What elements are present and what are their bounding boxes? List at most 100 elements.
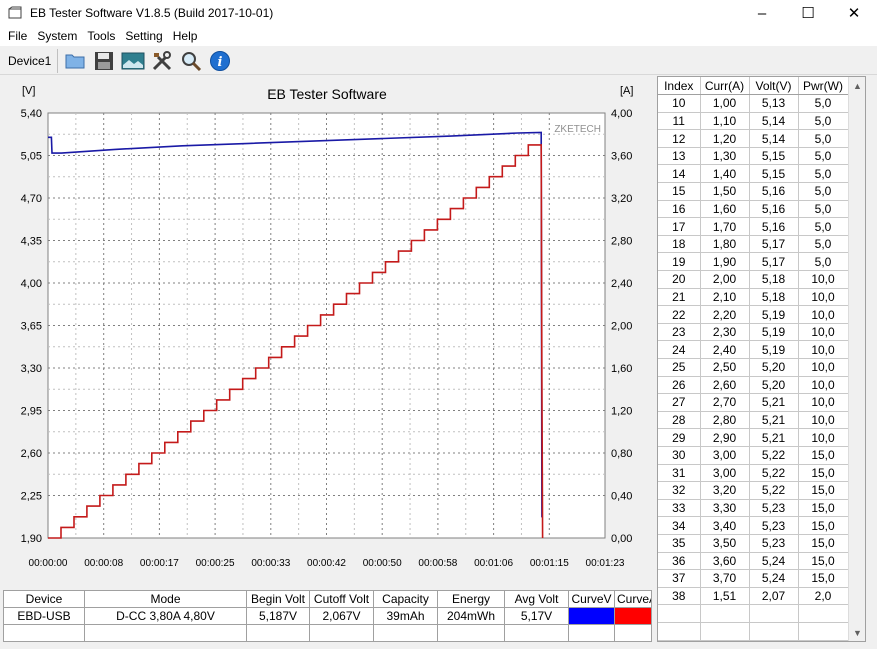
table-row[interactable]: 20 2,00 5,18 10,0 — [658, 270, 849, 289]
curve-v-swatch[interactable] — [568, 607, 615, 625]
table-row[interactable]: 22 2,20 5,19 10,0 — [658, 305, 849, 324]
table-cell: 5,17 — [749, 252, 799, 272]
table-cell: 2,0 — [798, 587, 849, 606]
table-row[interactable]: 29 2,90 5,21 10,0 — [658, 428, 849, 447]
table-cell: 5,0 — [798, 94, 849, 113]
zoom-button[interactable] — [178, 48, 204, 74]
scroll-up-arrow[interactable]: ▲ — [853, 80, 862, 91]
open-button[interactable] — [62, 48, 88, 74]
table-row[interactable]: 31 3,00 5,22 15,0 — [658, 464, 849, 483]
table-row[interactable]: 10 1,00 5,13 5,0 — [658, 94, 849, 113]
table-cell: 29 — [658, 428, 701, 447]
left-tick-label: 4,70 — [21, 193, 42, 205]
tools-icon — [153, 50, 172, 70]
x-tick-label: 00:00:08 — [84, 558, 123, 569]
x-tick-label: 00:00:25 — [196, 558, 235, 569]
tools-button[interactable] — [149, 48, 175, 74]
table-row[interactable]: 26 2,60 5,20 10,0 — [658, 376, 849, 395]
table-row[interactable]: 18 1,80 5,17 5,0 — [658, 235, 849, 254]
table-row[interactable]: 17 1,70 5,16 5,0 — [658, 217, 849, 236]
table-row[interactable]: 28 2,80 5,21 10,0 — [658, 411, 849, 430]
table-cell: 5,0 — [798, 129, 849, 148]
table-cell: 1,10 — [700, 112, 750, 131]
table-cell: 3,40 — [700, 516, 750, 535]
maximize-button[interactable]: ☐ — [801, 5, 815, 22]
table-row[interactable]: 38 1,51 2,07 2,0 — [658, 587, 849, 606]
table-cell: 13 — [658, 147, 701, 166]
summary-row[interactable]: EBD-USB D-CC 3,80A 4,80V 5,187V 2,067V 3… — [3, 607, 652, 625]
vertical-scrollbar[interactable]: ▲ ▼ — [848, 77, 865, 641]
x-tick-label: 00:00:42 — [307, 558, 346, 569]
menu-system[interactable]: System — [37, 29, 78, 43]
summary-cell: 204mWh — [437, 607, 505, 625]
minimize-button[interactable]: – — [757, 4, 767, 22]
table-row[interactable]: 33 3,30 5,23 15,0 — [658, 499, 849, 518]
table-row[interactable]: 21 2,10 5,18 10,0 — [658, 288, 849, 307]
grid-header-index[interactable]: Index — [658, 77, 701, 96]
table-cell: 12 — [658, 129, 701, 148]
table-cell: 10,0 — [798, 393, 849, 412]
x-tick-label: 00:00:58 — [418, 558, 457, 569]
summary-header-row: Device Mode Begin Volt Cutoff Volt Capac… — [3, 590, 652, 608]
table-row[interactable]: 24 2,40 5,19 10,0 — [658, 340, 849, 359]
table-row[interactable]: 25 2,50 5,20 10,0 — [658, 358, 849, 377]
table-row[interactable]: 12 1,20 5,14 5,0 — [658, 129, 849, 148]
table-cell: 15,0 — [798, 552, 849, 571]
chart-area: [V] [A] EB Tester Software 5,40 4,00 5,05 3… — [0, 76, 653, 588]
left-tick-label: 1,90 — [21, 533, 42, 545]
table-row[interactable]: 16 1,60 5,16 5,0 — [658, 200, 849, 219]
menu-setting[interactable]: Setting — [125, 29, 163, 43]
table-row[interactable]: 35 3,50 5,23 15,0 — [658, 534, 849, 553]
table-row[interactable]: 34 3,40 5,23 15,0 — [658, 516, 849, 535]
table-row[interactable]: 27 2,70 5,21 10,0 — [658, 393, 849, 412]
table-cell: 5,18 — [749, 270, 799, 289]
table-cell: 5,22 — [749, 481, 799, 500]
table-row[interactable]: 30 3,00 5,22 15,0 — [658, 446, 849, 465]
device-tab[interactable]: Device1 — [8, 53, 52, 68]
data-grid: Index Curr(A) Volt(V) Pwr(W) 10 1,00 5,13 5… — [658, 77, 849, 641]
table-cell: 3,20 — [700, 481, 750, 500]
table-cell: 31 — [658, 464, 701, 483]
grid-header-current[interactable]: Curr(A) — [700, 77, 750, 96]
save-button[interactable] — [91, 48, 117, 74]
x-tick-label: 00:00:00 — [29, 558, 68, 569]
screenshot-button[interactable] — [120, 48, 146, 74]
table-row[interactable]: 36 3,60 5,24 15,0 — [658, 552, 849, 571]
table-cell: 5,13 — [749, 94, 799, 113]
table-cell: 25 — [658, 358, 701, 377]
menu-file[interactable]: File — [8, 29, 28, 43]
summary-cell: 39mAh — [373, 607, 438, 625]
summary-header: Energy — [437, 590, 505, 608]
current-series-line — [48, 144, 544, 539]
folder-icon — [65, 54, 85, 68]
table-cell: 5,24 — [749, 569, 799, 588]
table-row[interactable]: 11 1,10 5,14 5,0 — [658, 112, 849, 131]
table-cell: 5,20 — [749, 376, 799, 395]
table-row[interactable]: 14 1,40 5,15 5,0 — [658, 164, 849, 184]
left-tick-label: 2,60 — [21, 448, 42, 460]
close-button[interactable]: ✕ — [847, 5, 861, 22]
grid-header-voltage[interactable]: Volt(V) — [749, 77, 799, 96]
table-cell: 10,0 — [798, 270, 849, 289]
table-row[interactable]: 15 1,50 5,16 5,0 — [658, 182, 849, 201]
table-cell: 5,23 — [749, 516, 799, 535]
toolbar-separator — [57, 48, 59, 73]
x-tick-label: 00:00:17 — [140, 558, 179, 569]
image-icon — [121, 52, 145, 69]
scroll-down-arrow[interactable]: ▼ — [853, 627, 862, 638]
grid-header-power[interactable]: Pwr(W) — [798, 77, 849, 96]
table-cell: 5,15 — [749, 147, 799, 166]
left-tick-label: 2,25 — [21, 491, 42, 503]
table-row[interactable]: 13 1,30 5,15 5,0 — [658, 147, 849, 166]
table-row[interactable]: 19 1,90 5,17 5,0 — [658, 252, 849, 272]
about-button[interactable]: i — [207, 48, 233, 74]
left-tick-label: 4,35 — [21, 236, 42, 248]
curve-a-swatch[interactable] — [614, 607, 652, 625]
menu-help[interactable]: Help — [172, 29, 198, 43]
table-row[interactable]: 23 2,30 5,19 10,0 — [658, 323, 849, 342]
table-row[interactable]: 37 3,70 5,24 15,0 — [658, 569, 849, 588]
table-cell: 10,0 — [798, 411, 849, 430]
menu-tools[interactable]: Tools — [87, 29, 116, 43]
table-row[interactable]: 32 3,20 5,22 15,0 — [658, 481, 849, 500]
table-cell: 15,0 — [798, 499, 849, 518]
